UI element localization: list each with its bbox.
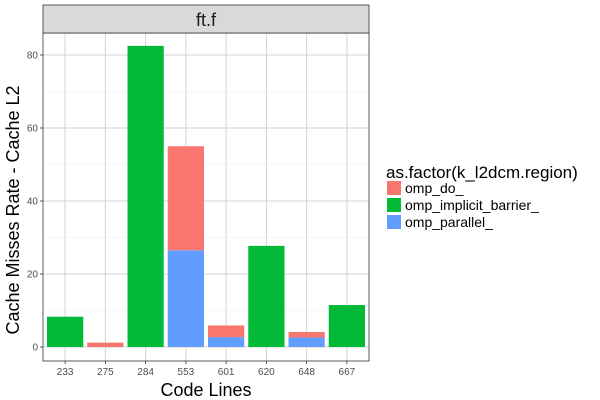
bar-omp-do-275 bbox=[87, 342, 124, 347]
bar-omp-parallel-601 bbox=[208, 337, 245, 347]
bar-omp-parallel-553 bbox=[167, 250, 204, 347]
bars bbox=[47, 45, 365, 347]
bar-omp-do-553 bbox=[167, 146, 204, 251]
legend-swatch-omp-do bbox=[387, 181, 401, 195]
legend-swatch-omp-parallel bbox=[387, 215, 401, 229]
x-axis-title: Code Lines bbox=[160, 380, 251, 400]
y-tick-label: 80 bbox=[27, 51, 39, 62]
bar-omp-implicit-barrier-667 bbox=[328, 305, 365, 347]
y-tick-label: 20 bbox=[27, 270, 39, 281]
legend-swatch-omp-implicit-barrier bbox=[387, 198, 401, 212]
bar-omp-implicit-barrier-284 bbox=[127, 45, 164, 347]
legend-label-omp-implicit-barrier: omp_implicit_barrier_ bbox=[405, 197, 539, 213]
x-tick-label: 601 bbox=[218, 367, 235, 378]
x-tick-label: 648 bbox=[298, 367, 315, 378]
legend: as.factor(k_l2dcm.region) omp_do_omp_imp… bbox=[386, 163, 578, 230]
facet-label: ft.f bbox=[196, 10, 217, 30]
y-tick-label: 40 bbox=[27, 197, 39, 208]
x-tick-label: 667 bbox=[339, 367, 356, 378]
legend-label-omp-do: omp_do_ bbox=[405, 180, 464, 196]
bar-omp-do-601 bbox=[208, 325, 245, 338]
x-tick-label: 275 bbox=[97, 367, 114, 378]
facet-strip: ft.f bbox=[42, 4, 370, 34]
x-tick-label: 233 bbox=[57, 367, 74, 378]
plot-panel bbox=[43, 33, 369, 361]
y-tick-label: 60 bbox=[27, 124, 39, 135]
y-axis-title: Cache Misses Rate - Cache L2 bbox=[3, 85, 23, 334]
x-tick-label: 553 bbox=[178, 367, 195, 378]
y-tick-label: 0 bbox=[32, 343, 38, 354]
bar-omp-implicit-barrier-620 bbox=[248, 245, 285, 347]
facet-strip-background bbox=[42, 4, 370, 34]
legend-label-omp-parallel: omp_parallel_ bbox=[405, 214, 493, 230]
legend-title: as.factor(k_l2dcm.region) bbox=[386, 163, 578, 182]
bar-omp-parallel-648 bbox=[288, 337, 325, 347]
panel-background bbox=[43, 33, 369, 361]
x-tick-label: 284 bbox=[137, 367, 154, 378]
x-tick-label: 620 bbox=[258, 367, 275, 378]
bar-omp-implicit-barrier-233 bbox=[47, 316, 84, 347]
bar-omp-do-648 bbox=[288, 332, 325, 338]
